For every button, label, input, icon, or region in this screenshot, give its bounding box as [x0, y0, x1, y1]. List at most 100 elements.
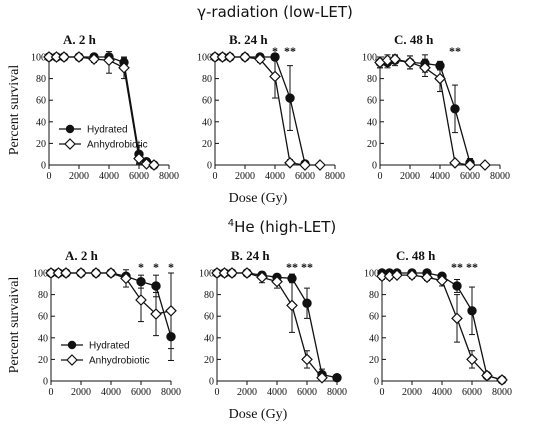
x-axis-label-top: Dose (Gy): [229, 191, 288, 206]
chart-panel-5: 0 20 40 60 80 100 0 2000 4000 6000 8000 B. 24 h ** **: [199, 248, 347, 398]
panel-title: A. 2 h: [63, 32, 97, 47]
legend-label-anhydrobiotic: Anhydrobiotic: [87, 140, 148, 151]
x-tick-label: 2000: [402, 387, 422, 398]
legend: Hydrated Anhydrobiotic: [61, 341, 150, 367]
x-tick-label: 2000: [69, 171, 89, 182]
x-tick-label: 6000: [295, 171, 315, 182]
series-line: [217, 272, 338, 379]
data-point-diamond: [389, 53, 401, 66]
y-tick-label: 20: [36, 139, 46, 150]
data-point-diamond: [316, 371, 328, 384]
data-point-circle: [332, 373, 342, 383]
series-line: [215, 56, 306, 165]
data-point-circle: [302, 298, 312, 308]
x-tick-label: 0: [380, 387, 385, 398]
data-point-diamond: [286, 299, 298, 312]
legend-label-hydrated: Hydrated: [89, 341, 130, 352]
data-point-circle: [467, 306, 477, 316]
y-tick-label: 20: [38, 355, 48, 366]
x-tick-label: 8000: [490, 171, 510, 182]
x-tick-label: 6000: [131, 387, 151, 398]
x-tick-label: 8000: [492, 387, 512, 398]
x-tick-label: 6000: [129, 171, 149, 182]
data-point-diamond: [105, 267, 117, 279]
legend-marker-anhydrobiotic: [66, 354, 78, 366]
series-anhydrobiotic: [209, 51, 326, 171]
data-point-diamond: [299, 159, 311, 171]
y-tick-label: 40: [367, 117, 377, 128]
y-tick-label: 80: [369, 290, 379, 301]
series-line: [215, 56, 320, 166]
data-point-circle: [151, 281, 161, 291]
panel-title: C. 48 h: [396, 248, 436, 263]
significance-marker: **: [284, 44, 296, 58]
legend-marker-anhydrobiotic: [64, 138, 76, 150]
significance-marker: **: [451, 260, 463, 274]
y-tick-label: 60: [204, 312, 214, 323]
y-tick-label: 60: [369, 312, 379, 323]
data-point-diamond: [73, 51, 85, 63]
y-tick-label: 0: [372, 161, 377, 172]
series-anhydrobiotic: [374, 53, 491, 171]
data-point-diamond: [284, 156, 296, 169]
data-point-diamond: [466, 353, 478, 366]
series-anhydrobiotic: [45, 267, 177, 350]
y-tick-label: 100: [197, 53, 212, 64]
series-anhydrobiotic: [211, 267, 328, 384]
data-point-diamond: [314, 159, 326, 171]
x-tick-label: 8000: [325, 171, 345, 182]
x-tick-label: 4000: [430, 171, 450, 182]
y-tick-label: 40: [36, 117, 46, 128]
data-point-diamond: [133, 152, 145, 165]
legend-label-hydrated: Hydrated: [87, 125, 128, 136]
x-tick-label: 2000: [237, 387, 257, 398]
y-tick-label: 0: [43, 377, 48, 388]
data-point-diamond: [269, 70, 281, 83]
y-axis-label-top: Percent survival: [7, 65, 22, 156]
data-point-diamond: [90, 267, 102, 279]
data-point-diamond: [120, 272, 132, 285]
x-axis-label-bottom: Dose (Gy): [229, 407, 288, 422]
section-title-high-let: 4He (high-LET): [228, 218, 336, 236]
y-tick-label: 40: [38, 333, 48, 344]
x-tick-label: 6000: [460, 171, 480, 182]
data-point-diamond: [434, 72, 446, 85]
y-tick-label: 0: [374, 377, 379, 388]
x-tick-label: 4000: [432, 387, 452, 398]
panel-title: B. 24 h: [229, 32, 268, 47]
series-line: [382, 272, 503, 381]
data-point-circle: [452, 281, 462, 291]
data-point-circle: [285, 93, 295, 103]
chart-panel-6: 0 20 40 60 80 100 0 2000 4000 6000 8000 C. 48 h ** **: [364, 248, 512, 398]
y-tick-label: 0: [209, 377, 214, 388]
chart-panel-3: 0 20 40 60 80 100 0 2000 4000 6000 8000 C. 48 h **: [362, 32, 510, 182]
data-point-diamond: [436, 274, 448, 287]
data-point-diamond: [254, 53, 266, 66]
data-point-diamond: [271, 275, 283, 288]
series-anhydrobiotic: [376, 269, 508, 386]
legend-marker-hydrated: [65, 124, 75, 134]
x-tick-label: 4000: [267, 387, 287, 398]
data-point-diamond: [75, 267, 87, 279]
y-tick-label: 60: [367, 96, 377, 107]
data-point-diamond: [88, 53, 100, 66]
y-tick-label: 40: [202, 117, 212, 128]
x-tick-label: 2000: [400, 171, 420, 182]
series-hydrated: [210, 52, 310, 169]
data-point-diamond: [226, 267, 238, 279]
x-tick-label: 8000: [327, 387, 347, 398]
y-axis-label-bottom: Percent survaival: [7, 276, 22, 373]
panel-title: A. 2 h: [65, 248, 99, 263]
section-title-low-let: γ-radiation (low-LET): [197, 3, 353, 21]
chart-panel-4: 0 20 40 60 80 100 0 2000 4000 6000 8000 A. 2 h * * * Hy…: [33, 248, 181, 398]
x-tick-label: 0: [378, 171, 383, 182]
data-point-diamond: [148, 159, 160, 171]
series-anhydrobiotic: [43, 51, 160, 171]
significance-marker: **: [301, 260, 313, 274]
y-tick-label: 0: [207, 161, 212, 172]
x-tick-label: 0: [213, 171, 218, 182]
x-tick-label: 0: [49, 387, 54, 398]
